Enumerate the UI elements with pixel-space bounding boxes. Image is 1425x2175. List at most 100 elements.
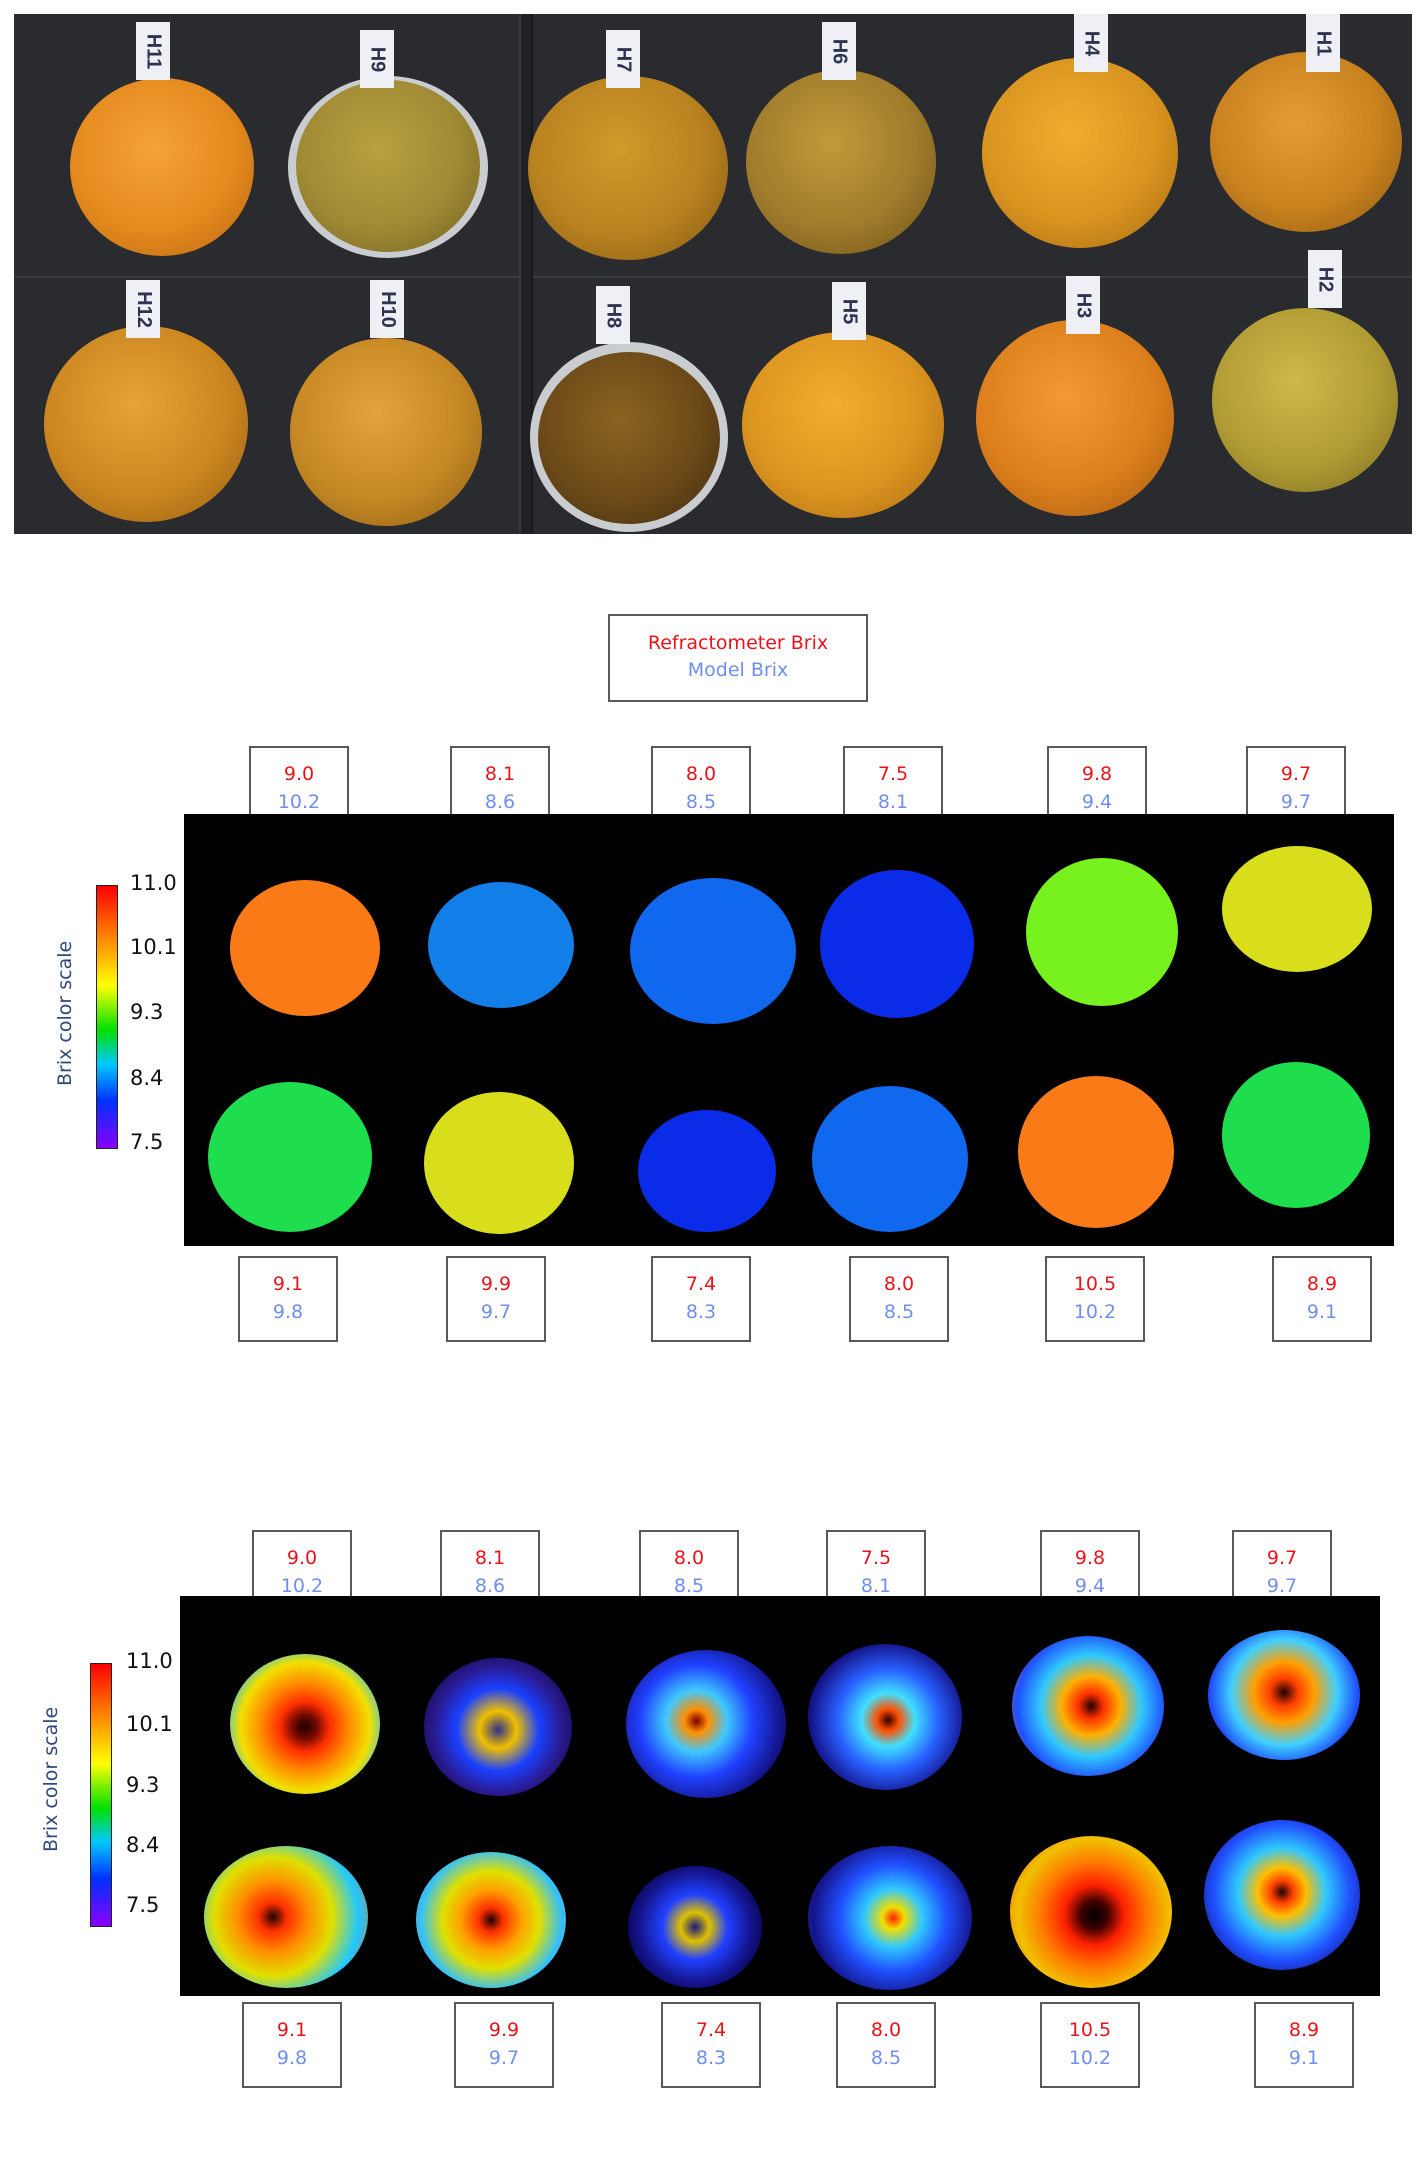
tag-label: H11 xyxy=(142,33,165,69)
fruit-h8 xyxy=(538,352,720,524)
fruit-map-h7 xyxy=(630,878,796,1024)
color-scale-tick: 11.0 xyxy=(130,871,177,895)
fruit-map-h6 xyxy=(820,870,974,1018)
model-value: 9.8 xyxy=(272,1301,304,1323)
refractometer-value: 8.9 xyxy=(1306,1273,1338,1295)
tag-h7: H7 xyxy=(606,30,640,88)
refractometer-value: 9.0 xyxy=(283,763,315,785)
fruit-map-h11 xyxy=(230,880,380,1016)
fruit-map-h3 xyxy=(1010,1836,1172,1988)
fruit-map-h2 xyxy=(1222,1062,1370,1208)
value-box: 10.5 10.2 xyxy=(1045,1256,1145,1342)
model-value: 10.2 xyxy=(1073,1301,1117,1323)
refractometer-value: 8.0 xyxy=(685,763,717,785)
fruit-h4 xyxy=(982,58,1178,248)
tag-label: H12 xyxy=(132,290,155,328)
value-box: 8.0 8.5 xyxy=(836,2002,936,2088)
refractometer-value: 9.9 xyxy=(488,2019,520,2041)
fruit-h2 xyxy=(1212,308,1398,492)
model-value: 8.3 xyxy=(685,1301,717,1323)
fruit-h7 xyxy=(528,76,728,260)
fruit-map-h8 xyxy=(638,1110,776,1232)
model-value: 8.6 xyxy=(484,791,516,813)
tag-h5: H5 xyxy=(832,282,866,340)
tag-label: H4 xyxy=(1080,30,1103,56)
brix-legend: Refractometer Brix Model Brix xyxy=(608,614,868,702)
refractometer-value: 8.9 xyxy=(1288,2019,1320,2041)
tag-label: H8 xyxy=(602,302,625,328)
fruit-map-h9 xyxy=(428,882,574,1008)
fruit-h10 xyxy=(290,338,482,526)
refractometer-value: 8.0 xyxy=(870,2019,902,2041)
fruit-map-h10 xyxy=(416,1852,566,1988)
fruit-map-h8 xyxy=(628,1866,762,1988)
model-value: 9.7 xyxy=(488,2047,520,2069)
refractometer-value: 8.1 xyxy=(484,763,516,785)
fruit-photo: H11 H9 H7 H6 H4 H1 H12 H10 H8 H5 H3 H2 xyxy=(14,14,1412,534)
refractometer-value: 7.4 xyxy=(685,1273,717,1295)
color-scale-tick: 10.1 xyxy=(130,935,177,959)
refractometer-value: 8.0 xyxy=(883,1273,915,1295)
color-scale-tick: 9.3 xyxy=(130,1000,164,1024)
fruit-map-h12 xyxy=(208,1082,372,1232)
model-value: 8.5 xyxy=(870,2047,902,2069)
model-value: 8.5 xyxy=(883,1301,915,1323)
fruit-h5 xyxy=(742,332,944,518)
model-value: 8.1 xyxy=(877,791,909,813)
fruit-map-h10 xyxy=(424,1092,574,1234)
value-box: 9.9 9.7 xyxy=(454,2002,554,2088)
fruit-map-h1 xyxy=(1222,846,1372,972)
color-scale-bar xyxy=(90,1663,112,1927)
tag-label: H7 xyxy=(612,46,635,72)
value-box: 8.0 8.5 xyxy=(849,1256,949,1342)
fruit-h1 xyxy=(1210,52,1402,232)
value-box: 8.9 9.1 xyxy=(1272,1256,1372,1342)
legend-model: Model Brix xyxy=(687,659,789,681)
fruit-map-h1 xyxy=(1208,1630,1360,1760)
fruit-h3 xyxy=(976,320,1174,516)
value-box: 10.5 10.2 xyxy=(1040,2002,1140,2088)
fruit-h12 xyxy=(44,326,248,522)
model-value: 9.8 xyxy=(276,2047,308,2069)
fruit-map-h5 xyxy=(808,1846,972,1990)
value-box: 9.9 9.7 xyxy=(446,1256,546,1342)
brix-map-uniform xyxy=(184,814,1394,1246)
value-box: 9.1 9.8 xyxy=(238,1256,338,1342)
model-value: 8.1 xyxy=(860,1575,892,1597)
model-value: 9.7 xyxy=(1280,791,1312,813)
color-scale-tick: 9.3 xyxy=(126,1773,160,1797)
tag-h8: H8 xyxy=(596,286,630,344)
tag-label: H10 xyxy=(376,290,399,328)
fruit-map-h6 xyxy=(808,1644,962,1790)
refractometer-value: 9.0 xyxy=(286,1547,318,1569)
tag-label: H1 xyxy=(1312,30,1335,56)
refractometer-value: 7.5 xyxy=(877,763,909,785)
model-value: 9.4 xyxy=(1074,1575,1106,1597)
refractometer-value: 10.5 xyxy=(1068,2019,1112,2041)
color-scale-title: Brix color scale xyxy=(54,940,76,1086)
model-value: 10.2 xyxy=(1068,2047,1112,2069)
fruit-map-h7 xyxy=(626,1650,786,1798)
color-scale-tick: 8.4 xyxy=(130,1066,164,1090)
fruit-map-h2 xyxy=(1204,1820,1360,1970)
fruit-map-h11 xyxy=(230,1654,380,1794)
fruit-h9 xyxy=(296,80,480,252)
model-value: 8.5 xyxy=(673,1575,705,1597)
refractometer-value: 7.4 xyxy=(695,2019,727,2041)
tag-label: H6 xyxy=(828,38,851,64)
tag-h1: H1 xyxy=(1306,14,1340,72)
refractometer-value: 8.1 xyxy=(474,1547,506,1569)
refractometer-value: 9.1 xyxy=(276,2019,308,2041)
value-box: 8.9 9.1 xyxy=(1254,2002,1354,2088)
model-value: 9.4 xyxy=(1081,791,1113,813)
tray-edge xyxy=(14,276,1412,278)
brix-map-pixelwise xyxy=(180,1596,1380,1996)
model-value: 9.1 xyxy=(1288,2047,1320,2069)
color-scale-tick: 7.5 xyxy=(126,1893,160,1917)
refractometer-value: 9.9 xyxy=(480,1273,512,1295)
tag-h4: H4 xyxy=(1074,14,1108,72)
tag-label: H5 xyxy=(838,298,861,324)
model-value: 8.5 xyxy=(685,791,717,813)
model-value: 9.1 xyxy=(1306,1301,1338,1323)
refractometer-value: 9.1 xyxy=(272,1273,304,1295)
